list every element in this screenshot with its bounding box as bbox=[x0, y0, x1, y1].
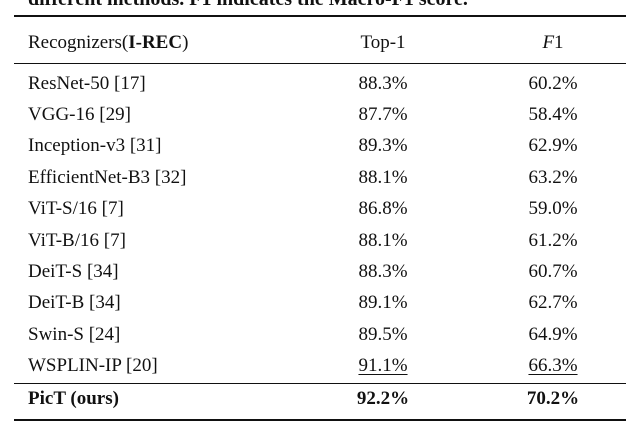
f1-value: 70.2% bbox=[526, 388, 580, 409]
top1-value: 88.3% bbox=[358, 261, 408, 282]
method-name: WSPLIN-IP [20] bbox=[28, 355, 158, 376]
method-name: Inception-v3 [31] bbox=[28, 135, 162, 156]
bottom-rule bbox=[14, 419, 626, 421]
method-name: Swin-S [24] bbox=[28, 324, 121, 345]
f1-value: 63.2% bbox=[528, 167, 578, 188]
header-text: ) bbox=[182, 32, 189, 53]
header-bold: I-REC bbox=[128, 32, 183, 53]
method-name: ViT-B/16 [7] bbox=[28, 230, 126, 251]
f1-value: 59.0% bbox=[528, 198, 578, 219]
method-name: DeiT-S [34] bbox=[28, 261, 119, 282]
header-recognizer: Recognizers(I-REC) bbox=[28, 32, 188, 54]
top1-value: 88.3% bbox=[358, 73, 408, 94]
method-name: DeiT-B [34] bbox=[28, 292, 121, 313]
caption: different methods. F1 indicates the Macr… bbox=[28, 0, 468, 11]
header-text: Recognizers( bbox=[28, 32, 129, 53]
f1-value: 62.9% bbox=[528, 135, 578, 156]
f1-value: 58.4% bbox=[528, 104, 578, 125]
header-rule bbox=[14, 63, 626, 64]
method-name: EfficientNet-B3 [32] bbox=[28, 167, 187, 188]
f1-value: 62.7% bbox=[528, 292, 578, 313]
header-one: 1 bbox=[554, 32, 564, 53]
top1-value: 91.1% bbox=[358, 355, 408, 376]
f1-value: 60.7% bbox=[528, 261, 578, 282]
f1-value: 64.9% bbox=[528, 324, 578, 345]
method-name: VGG-16 [29] bbox=[28, 104, 131, 125]
top1-value: 89.5% bbox=[358, 324, 408, 345]
f1-value: 66.3% bbox=[528, 355, 578, 376]
top1-value: 89.1% bbox=[358, 292, 408, 313]
top1-value: 88.1% bbox=[358, 230, 408, 251]
f1-value: 60.2% bbox=[528, 73, 578, 94]
top1-value: 92.2% bbox=[356, 388, 410, 409]
mid-rule bbox=[14, 383, 626, 384]
top1-value: 89.3% bbox=[358, 135, 408, 156]
f1-value: 61.2% bbox=[528, 230, 578, 251]
top1-value: 86.8% bbox=[358, 198, 408, 219]
top-rule bbox=[14, 15, 626, 17]
top1-value: 87.7% bbox=[358, 104, 408, 125]
method-name: PicT (ours) bbox=[28, 388, 119, 409]
top1-value: 88.1% bbox=[358, 167, 408, 188]
header-f1: F1 bbox=[542, 32, 563, 54]
method-name: ResNet-50 [17] bbox=[28, 73, 146, 94]
method-name: ViT-S/16 [7] bbox=[28, 198, 124, 219]
header-f: F bbox=[542, 32, 555, 53]
header-top1: Top-1 bbox=[360, 32, 406, 53]
